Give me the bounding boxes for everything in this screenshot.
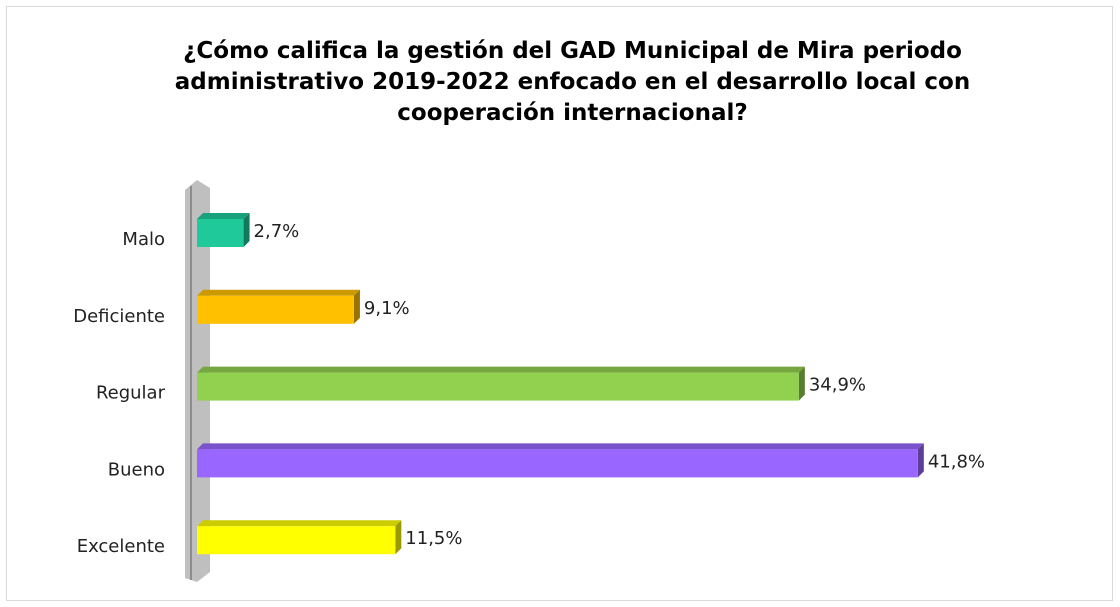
bar-top xyxy=(197,366,805,373)
bar xyxy=(197,520,402,555)
bar xyxy=(197,213,250,247)
bar-top xyxy=(197,213,250,219)
bar-side xyxy=(243,213,250,247)
data-label: 9,1% xyxy=(364,298,410,319)
y-tick-label: Deficiente xyxy=(73,306,165,327)
y-tick-label: Bueno xyxy=(108,459,165,480)
chart-title: ¿Cómo califica la gestión del GAD Munici… xyxy=(174,38,971,126)
bar-front xyxy=(197,372,799,401)
bar-front xyxy=(197,295,354,324)
bar-front xyxy=(197,219,244,247)
bar-front xyxy=(197,449,918,478)
data-label: 34,9% xyxy=(809,375,866,396)
bar-top xyxy=(197,289,360,296)
y-tick-label: Excelente xyxy=(77,536,165,557)
bar-side xyxy=(798,366,805,401)
bar-top xyxy=(197,520,402,527)
bar-side xyxy=(917,443,924,478)
y-tick-label: Regular xyxy=(96,383,166,404)
bar-front xyxy=(197,526,396,555)
bar-top xyxy=(197,443,924,450)
y-tick-label: Malo xyxy=(122,229,165,250)
data-label: 2,7% xyxy=(254,221,300,242)
bar-side xyxy=(353,289,360,324)
data-label: 11,5% xyxy=(405,528,462,549)
data-label: 41,8% xyxy=(928,451,985,472)
bar xyxy=(197,443,924,478)
bar-side xyxy=(395,520,402,555)
bar xyxy=(197,289,360,324)
bar xyxy=(197,366,805,401)
